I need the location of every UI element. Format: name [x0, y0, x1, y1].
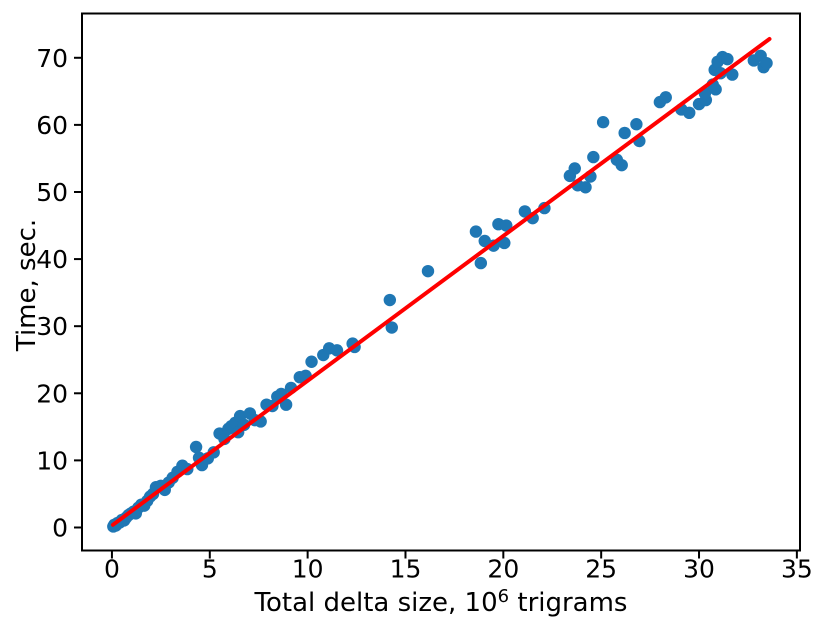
plot-frame — [81, 12, 801, 552]
y-tick-label: 20 — [36, 379, 68, 408]
fit-line — [110, 36, 772, 527]
data-point — [469, 225, 483, 238]
data-point — [683, 106, 696, 120]
x-tick-label: 25 — [585, 555, 617, 584]
data-point — [615, 158, 628, 172]
data-point — [630, 118, 643, 131]
y-tick-label: 40 — [36, 245, 68, 274]
x-tick-label: 5 — [202, 555, 218, 584]
y-tick-label: 30 — [36, 312, 68, 341]
data-point — [596, 116, 610, 129]
x-tick-label: 30 — [683, 555, 715, 584]
data-point — [189, 440, 203, 454]
y-tick-label: 0 — [52, 513, 68, 542]
fit-line-segment — [110, 36, 772, 527]
data-point — [721, 52, 734, 66]
scatter-points — [107, 49, 773, 533]
y-axis-ticks: 0 10 20 30 40 50 60 70 — [36, 44, 82, 542]
x-tick-label: 15 — [390, 555, 422, 584]
y-tick-label: 70 — [36, 44, 68, 73]
x-tick-label: 35 — [781, 555, 813, 584]
data-point — [618, 126, 631, 140]
data-point — [474, 256, 488, 270]
y-tick-label: 60 — [36, 111, 68, 140]
data-point — [587, 150, 600, 164]
x-tick-label: 10 — [292, 555, 324, 584]
data-point — [568, 162, 581, 175]
x-tick-label: 0 — [104, 555, 120, 584]
x-axis-label: Total delta size, 106 trigrams — [254, 586, 628, 618]
x-axis-ticks: 0 5 10 15 20 25 30 35 — [104, 550, 813, 584]
data-point — [383, 293, 397, 307]
y-axis-label: Time, sec. — [12, 219, 42, 352]
data-point — [726, 68, 739, 81]
y-tick-label: 50 — [36, 178, 68, 207]
data-point — [421, 264, 435, 278]
data-point — [760, 56, 773, 70]
y-tick-label: 10 — [36, 446, 68, 475]
data-point — [305, 355, 318, 368]
data-point — [709, 83, 722, 96]
data-point — [659, 91, 672, 104]
data-point — [500, 219, 513, 232]
data-point — [330, 344, 344, 357]
data-point — [579, 181, 592, 194]
data-point — [279, 398, 293, 411]
data-point — [385, 321, 398, 334]
x-tick-label: 20 — [487, 555, 519, 584]
